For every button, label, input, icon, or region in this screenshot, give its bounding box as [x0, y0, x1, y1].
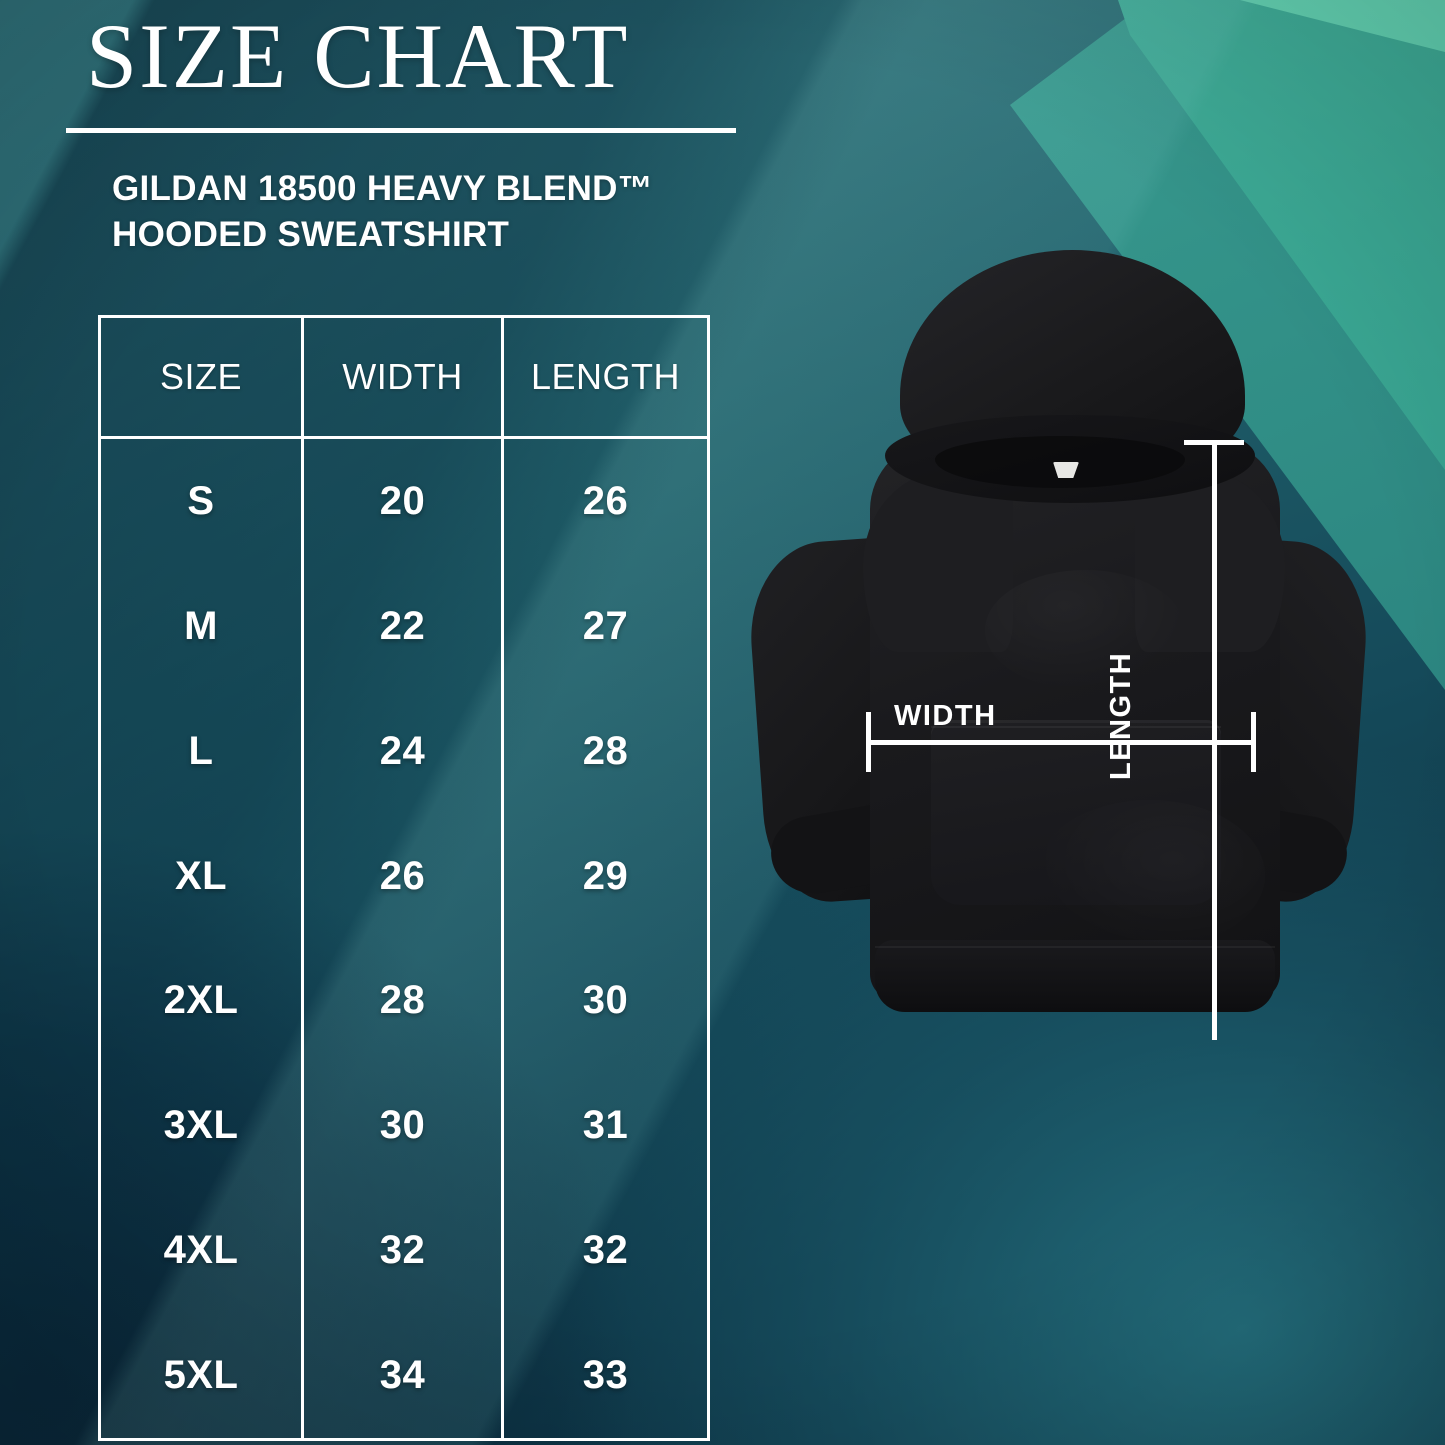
length-measure-cap-top [1184, 440, 1244, 445]
table-row: M 22 27 [101, 563, 707, 689]
product-subtitle: GILDAN 18500 HEAVY BLEND™ HOODED SWEATSH… [112, 169, 654, 255]
hoodie-neck-label-tag [1053, 462, 1079, 478]
table-row: 3XL 30 31 [101, 1063, 707, 1189]
hoodie-fabric-highlight-upper [985, 570, 1185, 690]
cell-size: S [187, 478, 215, 523]
width-measure-line [866, 740, 1256, 745]
hoodie-kangaroo-pocket [931, 720, 1221, 905]
table-row: L 24 28 [101, 688, 707, 814]
column-header-width: WIDTH [301, 318, 504, 436]
hoodie-left-shoulder [863, 472, 1013, 652]
table-row: 2XL 28 30 [101, 938, 707, 1064]
cell-width: 28 [301, 938, 504, 1064]
page-title: SIZE CHART [86, 5, 630, 107]
cell-length: 33 [582, 1353, 629, 1398]
title-divider [66, 128, 736, 133]
cell-width: 20 [301, 439, 504, 564]
table-body: S 20 26 M 22 27 L 24 28 XL 26 29 2XL [101, 439, 707, 1438]
table-row: S 20 26 [101, 439, 707, 564]
column-header-size: SIZE [159, 356, 242, 397]
hoodie-pocket-seam [931, 726, 1221, 728]
cell-width: 26 [301, 813, 504, 939]
hoodie-fabric-highlight-lower [1035, 800, 1265, 950]
cell-length: 31 [582, 1103, 629, 1148]
cell-length: 29 [582, 853, 629, 898]
width-measure-cap-right [1251, 712, 1256, 772]
hoodie-right-shoulder [1135, 472, 1285, 652]
cell-size: L [188, 728, 214, 773]
column-header-length: LENGTH [530, 356, 681, 397]
length-measure-line [1212, 440, 1217, 1040]
length-measure-label: LENGTH [1105, 651, 1137, 780]
width-measure-cap-left [866, 712, 871, 772]
cell-length: 27 [582, 603, 629, 648]
cell-width: 34 [301, 1313, 504, 1438]
table-header-row: SIZE WIDTH LENGTH [101, 318, 707, 439]
cell-length: 28 [582, 728, 629, 773]
cell-size: 5XL [163, 1353, 239, 1398]
cell-length: 32 [582, 1228, 629, 1273]
cell-size: XL [174, 853, 228, 898]
size-table: SIZE WIDTH LENGTH S 20 26 M 22 27 L 24 2… [98, 315, 710, 1441]
cell-width: 22 [301, 563, 504, 689]
cell-size: 4XL [163, 1228, 239, 1273]
cell-length: 30 [582, 978, 629, 1023]
cell-size: 2XL [163, 978, 239, 1023]
width-measure-label: WIDTH [894, 700, 997, 732]
cell-length: 26 [582, 478, 629, 523]
table-row: 5XL 34 33 [101, 1313, 707, 1438]
cell-width: 30 [301, 1063, 504, 1189]
cell-width: 32 [301, 1188, 504, 1314]
hoodie-bottom-hem [875, 940, 1275, 1012]
hoodie-hem-seam [875, 946, 1275, 948]
cell-size: 3XL [163, 1103, 239, 1148]
table-row: XL 26 29 [101, 813, 707, 939]
hoodie-illustration [735, 240, 1375, 1070]
cell-width: 24 [301, 688, 504, 814]
cell-size: M [184, 603, 218, 648]
table-row: 4XL 32 32 [101, 1188, 707, 1314]
